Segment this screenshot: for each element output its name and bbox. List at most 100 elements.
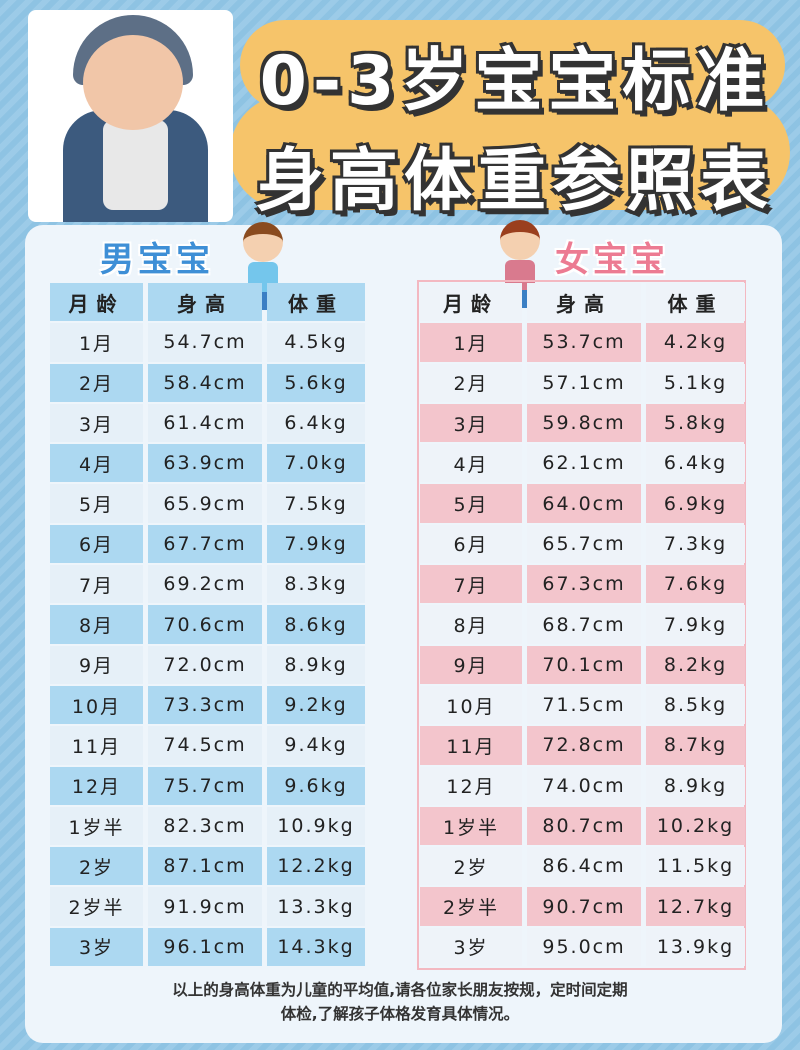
height-cell: 58.4cm xyxy=(148,363,262,402)
height-cell: 53.7cm xyxy=(527,323,641,362)
age-cell: 2岁 xyxy=(50,847,143,886)
title-cloud xyxy=(230,95,790,210)
age-cell: 2月 xyxy=(420,363,522,402)
weight-cell: 7.5kg xyxy=(267,484,365,523)
age-cell: 11月 xyxy=(420,726,522,765)
height-cell: 74.0cm xyxy=(527,766,641,805)
age-cell: 3月 xyxy=(420,403,522,443)
weight-cell: 8.9kg xyxy=(267,645,365,684)
height-cell: 80.7cm xyxy=(527,806,641,846)
height-cell: 70.1cm xyxy=(527,645,641,684)
height-cell: 57.1cm xyxy=(527,363,641,402)
age-cell: 10月 xyxy=(420,685,522,725)
age-cell: 7月 xyxy=(50,565,143,604)
age-cell: 11月 xyxy=(50,726,143,765)
age-cell: 4月 xyxy=(420,444,522,483)
weight-cell: 8.2kg xyxy=(646,645,745,684)
age-cell: 2岁 xyxy=(420,847,522,886)
weight-cell: 6.4kg xyxy=(267,403,365,443)
weight-cell: 8.6kg xyxy=(267,605,365,644)
age-cell: 6月 xyxy=(420,524,522,564)
footer-line-2: 体检,了解孩子体格发育具体情况。 xyxy=(280,1005,520,1023)
column-header: 体重 xyxy=(267,283,365,322)
girl-label: 女宝宝 xyxy=(555,240,669,280)
age-cell: 3岁 xyxy=(420,927,522,967)
age-cell: 1岁半 xyxy=(50,806,143,846)
height-cell: 90.7cm xyxy=(527,887,641,926)
weight-cell: 12.7kg xyxy=(646,887,745,926)
age-cell: 10月 xyxy=(50,685,143,725)
height-cell: 73.3cm xyxy=(148,685,262,725)
height-cell: 59.8cm xyxy=(527,403,641,443)
weight-cell: 5.6kg xyxy=(267,363,365,402)
weight-cell: 13.3kg xyxy=(267,887,365,926)
weight-cell: 13.9kg xyxy=(646,927,745,967)
column-header: 身高 xyxy=(527,283,641,322)
height-cell: 74.5cm xyxy=(148,726,262,765)
age-cell: 12月 xyxy=(50,766,143,805)
weight-cell: 7.0kg xyxy=(267,444,365,483)
height-cell: 70.6cm xyxy=(148,605,262,644)
height-cell: 64.0cm xyxy=(527,484,641,523)
age-cell: 2岁半 xyxy=(420,887,522,926)
weight-cell: 7.9kg xyxy=(267,524,365,564)
height-cell: 65.7cm xyxy=(527,524,641,564)
age-cell: 9月 xyxy=(420,645,522,684)
height-cell: 87.1cm xyxy=(148,847,262,886)
weight-cell: 6.4kg xyxy=(646,444,745,483)
weight-cell: 7.3kg xyxy=(646,524,745,564)
title-line-2: 身高体重参照表 xyxy=(255,142,774,221)
weight-cell: 9.2kg xyxy=(267,685,365,725)
weight-cell: 4.5kg xyxy=(267,323,365,362)
weight-cell: 4.2kg xyxy=(646,323,745,362)
age-cell: 5月 xyxy=(50,484,143,523)
age-cell: 12月 xyxy=(420,766,522,805)
girl-table-border xyxy=(417,280,746,970)
column-header: 月龄 xyxy=(420,283,522,322)
column-header: 体重 xyxy=(646,283,745,322)
height-cell: 69.2cm xyxy=(148,565,262,604)
weight-cell: 7.9kg xyxy=(646,605,745,644)
weight-cell: 8.5kg xyxy=(646,685,745,725)
column-header: 月龄 xyxy=(50,283,143,322)
weight-cell: 9.6kg xyxy=(267,766,365,805)
age-cell: 9月 xyxy=(50,645,143,684)
weight-cell: 8.9kg xyxy=(646,766,745,805)
height-cell: 95.0cm xyxy=(527,927,641,967)
weight-cell: 9.4kg xyxy=(267,726,365,765)
column-header: 身高 xyxy=(148,283,262,322)
weight-cell: 11.5kg xyxy=(646,847,745,886)
height-cell: 86.4cm xyxy=(527,847,641,886)
weight-cell: 7.6kg xyxy=(646,565,745,604)
height-cell: 75.7cm xyxy=(148,766,262,805)
height-cell: 63.9cm xyxy=(148,444,262,483)
height-cell: 67.7cm xyxy=(148,524,262,564)
baby-photo xyxy=(28,10,233,222)
boy-table: 月龄 身高 体重 1月 54.7cm 4.5kg 2月 58.4cm 5.6kg 3月 61.4cm… xyxy=(50,283,365,967)
height-cell: 72.8cm xyxy=(527,726,641,765)
height-cell: 71.5cm xyxy=(527,685,641,725)
footer-line-1: 以上的身高体重为儿童的平均值,请各位家长朋友按规，定时间定期 xyxy=(172,981,628,999)
age-cell: 7月 xyxy=(420,565,522,604)
boy-label: 男宝宝 xyxy=(100,240,214,280)
weight-cell: 5.1kg xyxy=(646,363,745,402)
weight-cell: 5.8kg xyxy=(646,403,745,443)
height-cell: 96.1cm xyxy=(148,927,262,967)
age-cell: 1月 xyxy=(420,323,522,362)
height-cell: 82.3cm xyxy=(148,806,262,846)
weight-cell: 10.2kg xyxy=(646,806,745,846)
weight-cell: 8.3kg xyxy=(267,565,365,604)
age-cell: 3岁 xyxy=(50,927,143,967)
weight-cell: 6.9kg xyxy=(646,484,745,523)
weight-cell: 10.9kg xyxy=(267,806,365,846)
age-cell: 2月 xyxy=(50,363,143,402)
age-cell: 1月 xyxy=(50,323,143,362)
age-cell: 8月 xyxy=(420,605,522,644)
height-cell: 54.7cm xyxy=(148,323,262,362)
weight-cell: 8.7kg xyxy=(646,726,745,765)
age-cell: 6月 xyxy=(50,524,143,564)
height-cell: 91.9cm xyxy=(148,887,262,926)
height-cell: 67.3cm xyxy=(527,565,641,604)
weight-cell: 14.3kg xyxy=(267,927,365,967)
height-cell: 62.1cm xyxy=(527,444,641,483)
